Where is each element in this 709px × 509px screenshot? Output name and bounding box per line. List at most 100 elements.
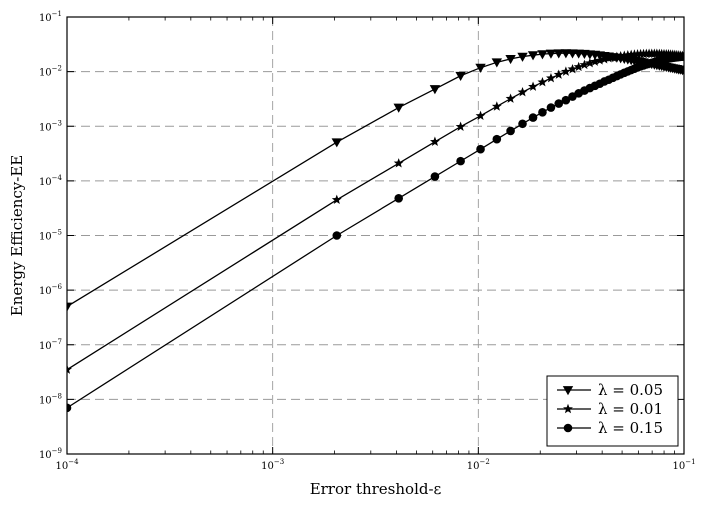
y-tick-base: 10 — [39, 177, 52, 188]
data-point — [455, 121, 466, 131]
legend-marker — [562, 386, 574, 396]
y-tick-label: 10−7 — [39, 338, 62, 352]
y-tick-label: 10−6 — [39, 283, 63, 297]
data-point — [528, 81, 538, 91]
y-tick-label: 10−5 — [39, 229, 62, 243]
legend-marker — [563, 403, 573, 414]
series-2 — [67, 48, 684, 374]
data-point — [546, 72, 556, 83]
data-point — [611, 51, 622, 61]
data-point — [505, 54, 516, 65]
y-tick-base: 10 — [39, 13, 52, 24]
data-point — [599, 54, 610, 64]
y-tick-label: 10−9 — [39, 447, 62, 461]
data-point — [567, 63, 578, 74]
data-point — [678, 66, 684, 76]
data-point — [603, 53, 614, 63]
data-point — [560, 66, 571, 76]
y-tick-label: 10−2 — [39, 65, 62, 79]
x-tick-base: 10 — [261, 461, 274, 472]
data-point — [491, 101, 502, 111]
data-point — [394, 193, 403, 203]
data-point — [545, 49, 557, 59]
y-tick-exponent: −2 — [52, 65, 62, 73]
x-tick-base: 10 — [467, 461, 480, 472]
data-point — [518, 119, 527, 129]
y-tick-base: 10 — [39, 122, 52, 133]
data-point — [429, 85, 441, 95]
data-point — [537, 50, 548, 60]
data-point — [573, 61, 584, 72]
legend-label: λ = 0.05 — [598, 381, 663, 399]
x-tick-exponent: −3 — [274, 458, 284, 466]
data-point — [505, 93, 516, 103]
y-tick-base: 10 — [39, 286, 52, 297]
data-point — [67, 302, 73, 312]
data-point — [331, 138, 342, 148]
y-axis-title: Energy Efficiency-EE — [8, 155, 26, 316]
data-point — [455, 71, 466, 81]
data-point — [456, 156, 465, 166]
data-point — [579, 59, 590, 70]
data-point — [546, 103, 556, 112]
y-tick-label: 10−4 — [39, 174, 63, 188]
series-group — [67, 48, 684, 413]
data-point — [607, 52, 618, 62]
y-tick-exponent: −5 — [52, 229, 62, 237]
y-tick-label: 10−1 — [39, 10, 62, 24]
data-point — [67, 403, 72, 413]
data-point — [619, 50, 630, 60]
y-tick-exponent: −6 — [52, 283, 63, 291]
data-point — [475, 63, 486, 73]
data-point — [594, 55, 605, 65]
y-tick-label: 10−8 — [39, 392, 62, 406]
data-point — [538, 108, 547, 117]
y-tick-base: 10 — [39, 341, 52, 352]
legend-marker — [563, 423, 573, 433]
y-tick-base: 10 — [39, 450, 52, 461]
x-tick-exponent: −1 — [685, 458, 695, 466]
x-tick-exponent: −4 — [68, 458, 79, 466]
x-tick-label: 10−3 — [261, 458, 284, 472]
legend-label: λ = 0.15 — [598, 419, 663, 437]
x-tick-label: 10−4 — [55, 458, 79, 472]
data-point — [528, 113, 538, 122]
series-3 — [67, 52, 684, 413]
data-point — [553, 49, 564, 59]
x-tick-label: 10−1 — [672, 458, 695, 472]
x-tick-base: 10 — [672, 461, 685, 472]
data-point — [517, 52, 528, 62]
x-tick-exponent: −2 — [480, 458, 490, 466]
data-point — [393, 158, 404, 168]
y-tick-exponent: −7 — [52, 338, 62, 346]
data-point — [430, 172, 440, 181]
y-tick-exponent: −8 — [52, 392, 62, 400]
data-point — [475, 110, 486, 121]
x-axis-title: Error threshold-ε — [310, 480, 442, 498]
data-point — [590, 56, 600, 66]
data-point — [561, 95, 571, 105]
y-tick-base: 10 — [39, 232, 52, 243]
data-point — [332, 231, 342, 240]
legend: λ = 0.05λ = 0.01λ = 0.15 — [546, 375, 679, 447]
data-point — [615, 50, 626, 61]
data-point — [584, 57, 595, 68]
data-point — [67, 364, 72, 374]
data-point — [331, 194, 342, 205]
data-point — [491, 58, 503, 68]
data-point — [393, 103, 404, 113]
data-point — [429, 136, 440, 146]
grid — [67, 17, 684, 454]
y-tick-label: 10−3 — [39, 119, 62, 133]
legend-label: λ = 0.01 — [598, 400, 663, 418]
data-point — [537, 77, 548, 87]
data-point — [560, 49, 572, 59]
data-point — [527, 51, 539, 61]
y-tick-exponent: −3 — [52, 119, 62, 127]
y-tick-exponent: −1 — [52, 10, 62, 18]
data-point — [554, 99, 564, 108]
data-point — [626, 49, 637, 60]
data-point — [622, 49, 633, 60]
y-tick-exponent: −4 — [52, 174, 63, 182]
